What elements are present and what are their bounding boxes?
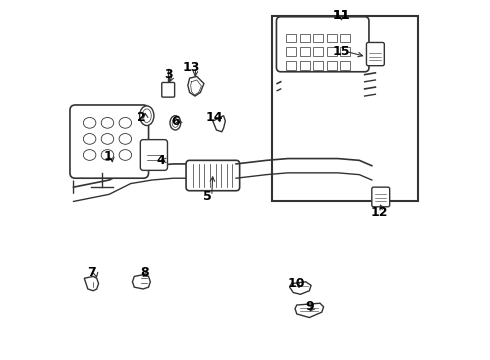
Text: 5: 5 [203,190,212,203]
Bar [272,16,418,202]
FancyBboxPatch shape [140,140,168,170]
Ellipse shape [119,134,132,144]
Ellipse shape [101,117,114,128]
Polygon shape [84,276,98,291]
Ellipse shape [83,134,96,144]
Text: 10: 10 [288,277,306,290]
Polygon shape [290,282,311,294]
Text: 4: 4 [157,154,166,167]
Bar [313,61,323,69]
Bar [300,61,310,69]
FancyBboxPatch shape [372,187,390,207]
Bar [286,47,296,56]
Text: 8: 8 [141,266,149,279]
Ellipse shape [170,116,181,130]
Polygon shape [213,116,225,132]
Text: 12: 12 [370,206,388,219]
Text: 3: 3 [164,68,172,81]
Bar [286,33,296,42]
Ellipse shape [119,117,132,128]
Text: 14: 14 [206,111,223,124]
Bar [313,33,323,42]
Text: 13: 13 [183,61,200,74]
Polygon shape [295,303,323,318]
Bar [327,33,337,42]
Text: 9: 9 [305,300,314,313]
Ellipse shape [101,150,114,160]
Text: 6: 6 [171,114,180,127]
Text: 15: 15 [333,45,350,58]
Bar [341,47,350,56]
Bar [327,61,337,69]
Bar [313,47,323,56]
Text: 11: 11 [333,9,350,22]
Bar [300,47,310,56]
Text: 1: 1 [103,150,112,163]
FancyBboxPatch shape [162,82,174,97]
Bar [286,61,296,69]
FancyBboxPatch shape [367,42,384,66]
Text: 2: 2 [137,111,146,124]
Text: 11: 11 [333,9,350,22]
Ellipse shape [72,121,104,163]
FancyBboxPatch shape [186,160,240,191]
Text: 7: 7 [87,266,96,279]
Ellipse shape [142,109,151,122]
FancyBboxPatch shape [276,17,369,72]
Bar [341,61,350,69]
Ellipse shape [83,117,96,128]
Ellipse shape [101,134,114,144]
Bar [327,47,337,56]
Ellipse shape [172,118,178,127]
Polygon shape [188,76,204,96]
Ellipse shape [119,150,132,160]
Ellipse shape [83,150,96,160]
Bar [341,33,350,42]
Bar [300,33,310,42]
Ellipse shape [140,106,154,126]
Polygon shape [132,275,150,289]
FancyBboxPatch shape [70,105,148,178]
